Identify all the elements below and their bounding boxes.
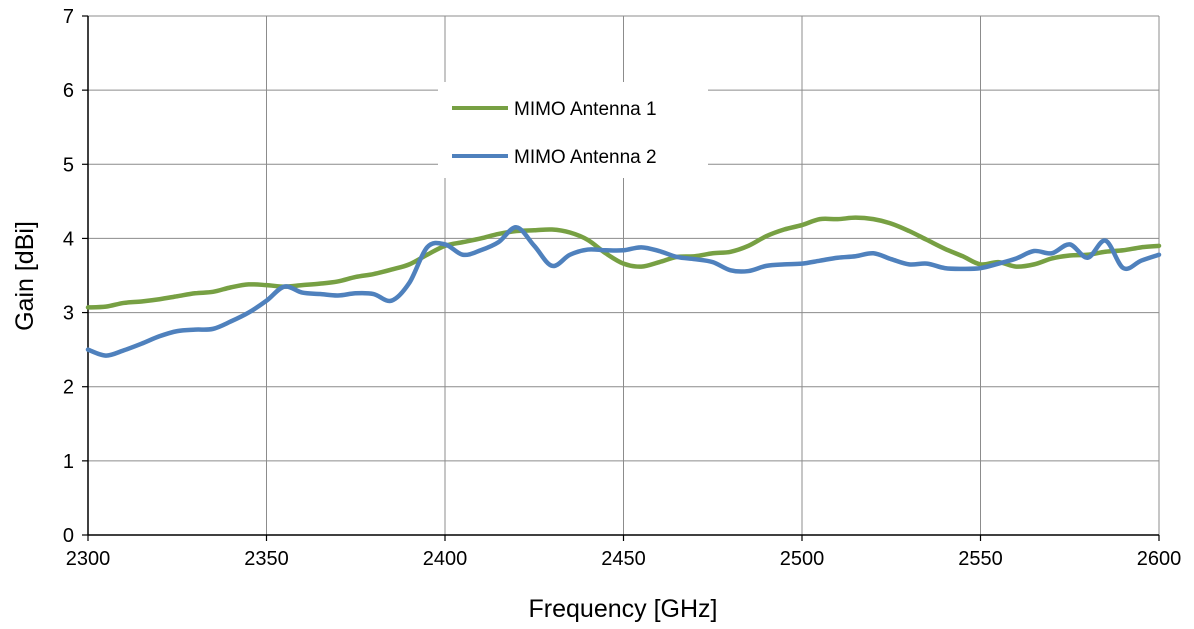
x-tick-label: 2350 [244, 548, 289, 570]
y-tick-label: 4 [63, 228, 74, 250]
x-tick-label: 2300 [66, 548, 111, 570]
legend-label-series-1: MIMO Antenna 1 [514, 99, 657, 120]
y-tick-label: 2 [63, 377, 74, 399]
series-line-1 [85, 215, 1162, 310]
x-tick-label: 2550 [958, 548, 1003, 570]
legend-background [438, 82, 708, 178]
x-tick-label: 2400 [423, 548, 468, 570]
x-tick-labels: 2300 2350 2400 2450 2500 2550 2600 [66, 548, 1182, 570]
y-tick-label: 3 [63, 303, 74, 325]
legend-label-series-2: MIMO Antenna 2 [514, 147, 657, 168]
y-tick-labels: 0 1 2 3 4 5 6 7 [63, 6, 74, 547]
series-line-2 [85, 225, 1162, 358]
y-tick-label: 6 [63, 80, 74, 102]
legend: MIMO Antenna 1 MIMO Antenna 2 [438, 82, 708, 178]
x-tick-label: 2600 [1137, 548, 1182, 570]
y-tick-label: 7 [63, 6, 74, 28]
series-lines [85, 215, 1162, 358]
y-tick-label: 1 [63, 451, 74, 473]
axes [82, 15, 1160, 541]
x-tick-label: 2500 [780, 548, 825, 570]
y-tick-label: 0 [63, 525, 74, 547]
x-axis-title: Frequency [GHz] [529, 595, 718, 623]
x-tick-label: 2450 [601, 548, 646, 570]
y-tick-label: 5 [63, 154, 74, 176]
y-axis-title: Gain [dBi] [11, 221, 39, 331]
